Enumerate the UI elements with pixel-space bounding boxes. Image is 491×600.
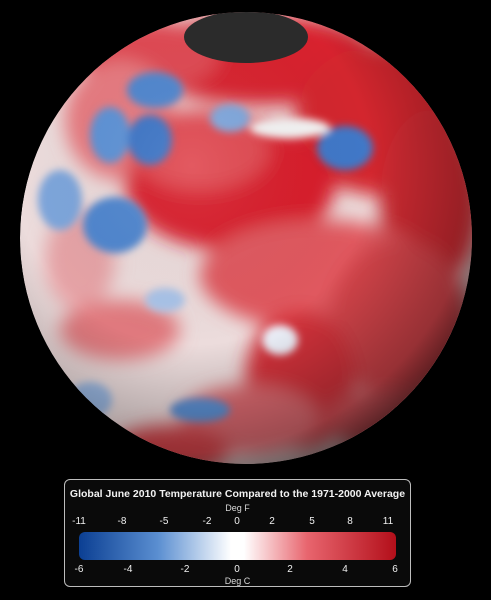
fahrenheit-tick-row: -11 -8 -5 -2 0 2 5 8 11 xyxy=(65,516,410,528)
fahrenheit-tick: 8 xyxy=(347,516,353,527)
celsius-tick-row: -6 -4 -2 0 2 4 6 xyxy=(65,564,410,576)
polar-data-gap xyxy=(184,12,308,63)
temperature-colorbar xyxy=(79,532,396,560)
fahrenheit-unit-label: Deg F xyxy=(225,503,250,513)
fahrenheit-tick: 11 xyxy=(382,516,394,527)
celsius-tick: 6 xyxy=(392,564,398,575)
fahrenheit-tick: 0 xyxy=(234,516,240,527)
temperature-legend: Global June 2010 Temperature Compared to… xyxy=(64,479,411,587)
celsius-tick: -6 xyxy=(74,564,84,575)
fahrenheit-tick: -5 xyxy=(159,516,169,527)
celsius-tick: -4 xyxy=(123,564,133,575)
celsius-tick: 2 xyxy=(287,564,293,575)
celsius-tick: 4 xyxy=(342,564,348,575)
celsius-unit-label: Deg C xyxy=(224,576,251,586)
celsius-tick: -2 xyxy=(180,564,190,575)
fahrenheit-tick: 5 xyxy=(309,516,315,527)
fahrenheit-tick: -2 xyxy=(202,516,212,527)
fahrenheit-tick: -11 xyxy=(72,516,86,527)
legend-title: Global June 2010 Temperature Compared to… xyxy=(69,488,406,500)
fahrenheit-tick: -8 xyxy=(117,516,127,527)
celsius-tick: 0 xyxy=(234,564,240,575)
fahrenheit-tick: 2 xyxy=(269,516,275,527)
